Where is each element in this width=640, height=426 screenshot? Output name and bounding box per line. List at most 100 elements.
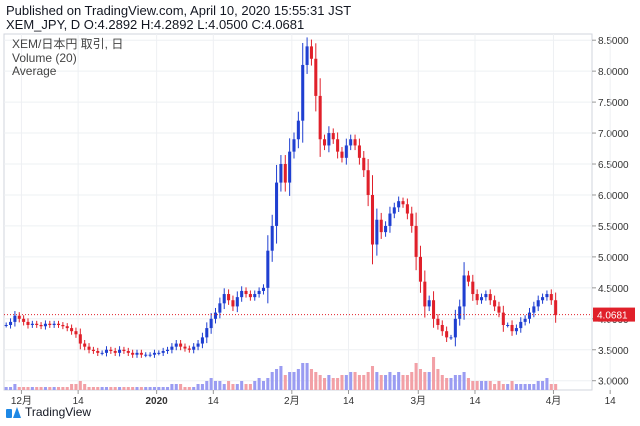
legend-average: Average xyxy=(12,64,57,78)
volume-bar xyxy=(56,387,61,390)
candle-body xyxy=(497,306,501,313)
candle-body xyxy=(231,300,235,307)
x-tick-label: 2020 xyxy=(146,396,169,407)
volume-bar xyxy=(231,384,235,390)
candle-body xyxy=(30,323,34,325)
candle-body xyxy=(148,354,152,356)
volume-bar xyxy=(554,384,558,390)
volume-bar xyxy=(471,381,475,390)
candle-body xyxy=(161,350,165,353)
y-tick-label: 7.0000 xyxy=(598,129,629,140)
volume-bar xyxy=(401,375,405,390)
candle-body xyxy=(152,352,156,355)
candle-body xyxy=(514,328,518,332)
volume-bar xyxy=(135,387,139,390)
volume-bar xyxy=(323,378,327,390)
candle-body xyxy=(35,323,39,325)
candle-body xyxy=(100,352,104,354)
x-tick-label: 2月 xyxy=(284,395,300,407)
candle-body xyxy=(384,225,388,233)
volume-bar xyxy=(22,387,26,390)
candle-body xyxy=(318,95,322,140)
volume-bar xyxy=(279,366,283,390)
volume-bar xyxy=(122,387,126,390)
volume-bar xyxy=(74,384,78,390)
candle-body xyxy=(235,297,239,307)
candle-body xyxy=(275,182,279,226)
y-tick-label: 4.5000 xyxy=(598,284,629,295)
y-tick-label: 8.0000 xyxy=(598,67,629,78)
candle-body xyxy=(56,323,61,325)
volume-bar xyxy=(501,384,505,390)
volume-bar xyxy=(466,378,470,390)
candle-body xyxy=(109,349,113,351)
volume-bar xyxy=(83,384,87,390)
candle-body xyxy=(17,315,21,319)
candle-body xyxy=(183,346,187,349)
volume-bar xyxy=(506,384,510,390)
candle-body xyxy=(131,352,135,355)
volume-bar xyxy=(488,381,492,390)
candle-body xyxy=(349,139,353,146)
volume-bar xyxy=(52,387,56,390)
candle-body xyxy=(479,297,484,301)
candle-body xyxy=(453,318,457,338)
volume-bar xyxy=(462,372,466,390)
legend-symbol: XEM/日本円 取引, 日 xyxy=(12,37,124,51)
volume-bar xyxy=(209,378,213,390)
volume-bar xyxy=(318,375,322,390)
volume-bar xyxy=(510,381,514,390)
candle-body xyxy=(244,290,248,295)
volume-bar xyxy=(205,381,209,390)
volume-bar xyxy=(13,384,17,390)
candle-body xyxy=(192,346,196,350)
volume-bar xyxy=(327,375,331,390)
volume-bar xyxy=(340,375,344,390)
candle-body xyxy=(397,201,401,208)
volume-bar xyxy=(218,381,222,390)
candle-body xyxy=(462,275,466,307)
candle-body xyxy=(323,139,327,146)
plot-frame xyxy=(3,33,593,391)
candle-body xyxy=(340,151,344,158)
volume-bar xyxy=(353,372,357,390)
candle-body xyxy=(418,256,422,282)
candle-body xyxy=(13,315,17,322)
candle-body xyxy=(9,321,13,325)
volume-bar xyxy=(475,381,479,390)
candle-body xyxy=(449,337,453,339)
candle-body xyxy=(532,306,536,313)
candle-body xyxy=(270,225,274,251)
candle-body xyxy=(353,139,357,146)
candle-body xyxy=(401,201,405,205)
candle-body xyxy=(83,343,87,347)
footer-brand[interactable]: TradingView xyxy=(6,405,91,419)
candle-body xyxy=(135,352,139,355)
candle-body xyxy=(445,331,449,338)
x-tick-label: 14 xyxy=(208,396,220,407)
published-line: Published on TradingView.com, April 10, … xyxy=(6,3,352,18)
candle-body xyxy=(501,312,505,325)
volume-bar xyxy=(449,378,453,390)
candle-body xyxy=(379,219,383,233)
y-tick-label: 3.5000 xyxy=(598,346,629,357)
candle-body xyxy=(43,323,47,327)
volume-bar xyxy=(65,387,69,390)
volume-bar xyxy=(104,387,109,390)
candle-body xyxy=(218,303,222,313)
candle-body xyxy=(296,120,300,140)
candle-body xyxy=(113,350,117,353)
footer-brand-label: TradingView xyxy=(25,405,92,419)
volume-bar xyxy=(405,375,409,390)
candle-body xyxy=(96,350,100,353)
candle-body xyxy=(187,348,191,350)
volume-bar xyxy=(453,375,457,390)
candle-body xyxy=(331,133,335,140)
volume-bar xyxy=(161,387,165,390)
tradingview-logo-icon xyxy=(6,406,22,418)
candle-body xyxy=(370,194,375,245)
x-tick-label: 14 xyxy=(343,396,355,407)
volume-bar xyxy=(384,375,388,390)
volume-bar xyxy=(70,384,74,390)
